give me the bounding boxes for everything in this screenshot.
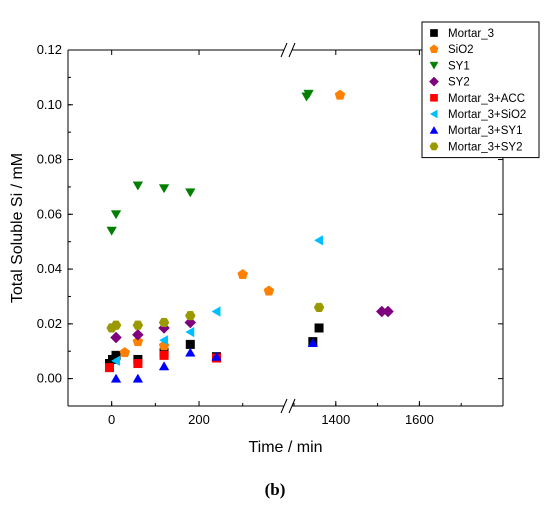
data-point-series-5 — [185, 326, 195, 338]
x-tick-label: 200 — [188, 412, 210, 427]
y-tick-label: 0.00 — [37, 371, 62, 386]
legend-marker — [429, 126, 439, 134]
axis-break-mark — [288, 42, 296, 58]
axis-break-mark — [288, 398, 296, 414]
y-tick-label: 0.12 — [37, 42, 62, 57]
data-point-series-6 — [211, 351, 222, 361]
data-point-series-4 — [104, 363, 114, 373]
legend-marker — [429, 44, 439, 54]
axis-break-gap — [284, 403, 292, 409]
data-point-series-7 — [110, 320, 122, 330]
data-point-series-6 — [307, 338, 319, 348]
data-point-series-2 — [185, 188, 196, 198]
legend-marker — [429, 142, 439, 151]
data-point-series-7 — [132, 320, 144, 330]
y-tick-label: 0.10 — [37, 97, 62, 112]
legend-label: SY1 — [448, 60, 470, 72]
data-point-series-1 — [263, 285, 275, 296]
data-point-series-1 — [132, 336, 144, 347]
data-point-series-3 — [382, 305, 394, 318]
x-tick-label: 1400 — [321, 412, 350, 427]
data-point-series-0 — [314, 323, 324, 333]
x-axis-title: Time / min — [248, 439, 322, 456]
legend-label: Mortar_3 — [448, 28, 494, 40]
data-point-series-4 — [133, 359, 143, 369]
data-point-series-1 — [119, 347, 131, 358]
legend-marker — [429, 76, 439, 87]
data-point-series-6 — [132, 373, 144, 383]
legend-label: Mortar_3+SY2 — [448, 141, 522, 153]
data-point-series-4 — [159, 350, 169, 360]
legend-marker — [429, 109, 438, 119]
legend-marker — [430, 93, 438, 102]
data-point-series-3 — [132, 328, 144, 341]
y-tick-label: 0.06 — [37, 206, 62, 221]
data-point-series-7 — [185, 311, 196, 321]
data-point-series-6 — [110, 373, 122, 383]
y-axis-title: Total Soluble Si / mM — [9, 153, 26, 303]
legend-marker — [429, 61, 439, 70]
data-point-series-7 — [313, 302, 325, 312]
data-point-series-2 — [132, 181, 144, 191]
legend-label: SY2 — [448, 77, 470, 89]
legend-label: Mortar_3+SY1 — [448, 125, 522, 137]
data-point-series-5 — [111, 355, 121, 367]
data-point-series-5 — [314, 235, 324, 246]
data-point-series-3 — [110, 331, 122, 344]
data-point-series-5 — [211, 306, 221, 317]
data-point-series-2 — [158, 184, 170, 194]
x-tick-label: 1600 — [405, 412, 434, 427]
data-point-series-0 — [185, 339, 195, 349]
axis-break-gap — [284, 47, 292, 53]
legend-label: SiO2 — [448, 44, 474, 56]
y-tick-label: 0.08 — [37, 152, 62, 167]
axis-break-mark — [280, 398, 288, 414]
data-point-series-6 — [185, 347, 196, 357]
data-point-series-1 — [237, 268, 248, 280]
x-tick-label: 0 — [108, 412, 115, 427]
data-point-series-2 — [106, 226, 117, 236]
legend-label: Mortar_3+SiO2 — [448, 109, 526, 121]
data-point-series-7 — [158, 317, 170, 328]
data-point-series-6 — [158, 361, 170, 371]
figure-caption: (b) — [264, 480, 286, 499]
axis-break-mark — [280, 42, 288, 58]
data-point-series-5 — [159, 335, 169, 346]
legend-marker — [430, 29, 438, 37]
y-tick-label: 0.04 — [37, 261, 62, 276]
scatter-chart: 0.00 0.02 0.04 0.06 0.08 0.10 0.12 0 200 1400 1600… — [9, 21, 540, 456]
legend-label: Mortar_3+ACC — [448, 93, 525, 105]
data-point-series-1 — [334, 89, 346, 100]
y-tick-label: 0.02 — [37, 316, 62, 331]
data-point-series-2 — [110, 210, 122, 220]
data-point-series-2 — [303, 89, 314, 99]
legend-box — [421, 21, 540, 159]
